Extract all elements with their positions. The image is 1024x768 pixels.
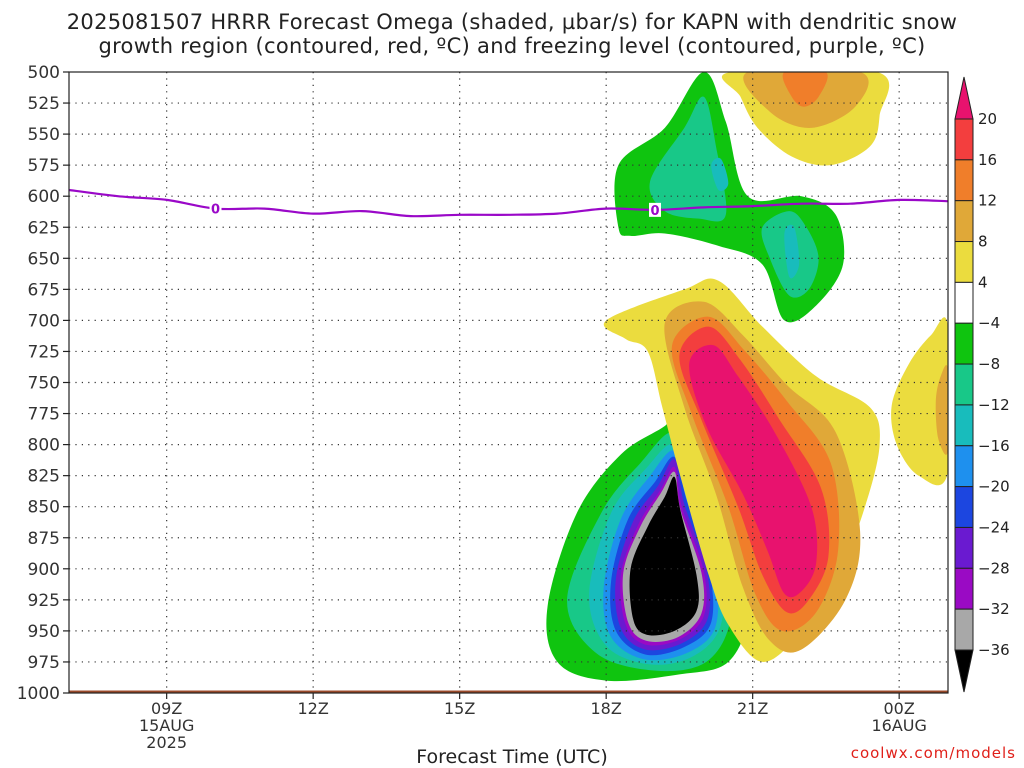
colorbar-box-2 (954, 200, 974, 243)
x-tick-label-16AUG: 16AUG (871, 716, 926, 735)
y-tick-label-850: 850 (28, 498, 60, 518)
y-tick-label-975: 975 (28, 653, 60, 673)
omega-region-3 (711, 157, 729, 192)
omega-region-21 (782, 72, 828, 107)
y-tick-label-950: 950 (28, 622, 60, 642)
x-axis-title: Forecast Time (UTC) (416, 746, 608, 768)
x-tick-label-21Z: 21Z (737, 699, 768, 718)
y-tick-label-775: 775 (28, 405, 60, 425)
colorbar-box-0 (954, 118, 974, 161)
colorbar-label-13: −36 (978, 641, 1010, 659)
y-axis: 500 525 550 575 600 625 650 675 700 725 750 775 800 8… (17, 63, 69, 704)
y-tick-label-925: 925 (28, 591, 60, 611)
colorbar-box-7 (954, 404, 974, 447)
x-tick-label-09Z: 09Z (151, 699, 182, 718)
x-tick-label-2025: 2025 (146, 733, 187, 752)
colorbar-label-7: −12 (978, 396, 1010, 414)
colorbar-box-11 (954, 567, 974, 610)
colorbar-box-1 (954, 159, 974, 202)
colorbar-label-5: −4 (978, 314, 1000, 332)
colorbar-label-12: −32 (978, 600, 1010, 618)
colorbar: 20 16 12 8 4 −4 −8 −12 −16 −20 −24 −28 −32 −36 (954, 76, 1010, 693)
y-tick-label-525: 525 (28, 94, 60, 114)
ground-strip (69, 690, 948, 693)
colorbar-box-8 (954, 445, 974, 488)
colorbar-label-0: 20 (978, 110, 997, 128)
credit-link[interactable]: coolwx.com/models (850, 744, 1016, 762)
x-tick-label-18Z: 18Z (591, 699, 622, 718)
colorbar-label-6: −8 (978, 355, 1000, 373)
omega-region-23 (935, 365, 948, 455)
freezing-label-bg-0 (209, 201, 222, 216)
freezing-level-label-1: 0 (650, 204, 659, 219)
colorbar-label-1: 16 (978, 151, 997, 169)
y-tick-label-800: 800 (28, 436, 60, 456)
x-tick-label-00Z: 00Z (884, 699, 915, 718)
colorbar-arrow-top (954, 76, 974, 120)
colorbar-box-10 (954, 526, 974, 569)
y-tick-label-750: 750 (28, 374, 60, 394)
omega-shaded-regions (546, 72, 948, 682)
y-tick-label-700: 700 (28, 311, 60, 331)
colorbar-box-6 (954, 363, 974, 406)
colorbar-label-3: 8 (978, 233, 988, 251)
y-tick-label-550: 550 (28, 125, 60, 145)
colorbar-label-9: −20 (978, 478, 1010, 496)
colorbar-arrow-bottom (954, 649, 974, 693)
omega-region-13 (629, 476, 699, 636)
grid-lines (69, 72, 948, 693)
freezing-label-bg-1 (649, 202, 661, 217)
y-tick-label-625: 625 (28, 218, 60, 238)
omega-region-18 (689, 344, 818, 598)
freezing-level-label-0: 0 (211, 203, 220, 218)
colorbar-label-2: 12 (978, 192, 997, 210)
x-tick-label-12Z: 12Z (298, 699, 329, 718)
colorbar-label-11: −28 (978, 559, 1010, 577)
colorbar-box-9 (954, 486, 974, 528)
y-tick-label-675: 675 (28, 280, 60, 300)
y-tick-label-825: 825 (28, 467, 60, 487)
colorbar-label-8: −16 (978, 437, 1010, 455)
y-tick-label-875: 875 (28, 529, 60, 549)
chart-title-line2: growth region (contoured, red, ºC) and f… (98, 34, 926, 58)
colorbar-label-4: 4 (978, 273, 988, 291)
y-tick-label-600: 600 (28, 187, 60, 207)
omega-region-22 (891, 317, 948, 486)
y-tick-label-650: 650 (28, 249, 60, 269)
x-tick-label-15Z: 15Z (444, 699, 475, 718)
omega-region-4 (784, 224, 800, 279)
y-tick-label-725: 725 (28, 342, 60, 362)
y-tick-label-1000: 1000 (17, 684, 60, 704)
colorbar-label-10: −24 (978, 518, 1010, 536)
chart-title-line1: 2025081507 HRRR Forecast Omega (shaded, … (66, 10, 958, 34)
colorbar-box-4 (954, 281, 974, 324)
ground-layer (69, 690, 948, 693)
y-tick-label-575: 575 (28, 156, 60, 176)
y-tick-label-900: 900 (28, 560, 60, 580)
colorbar-box-5 (954, 322, 974, 365)
colorbar-box-12 (954, 608, 974, 651)
colorbar-box-3 (954, 241, 974, 283)
omega-region-1 (649, 96, 727, 222)
x-tick-label-15AUG: 15AUG (139, 716, 194, 735)
y-tick-label-500: 500 (28, 63, 60, 83)
